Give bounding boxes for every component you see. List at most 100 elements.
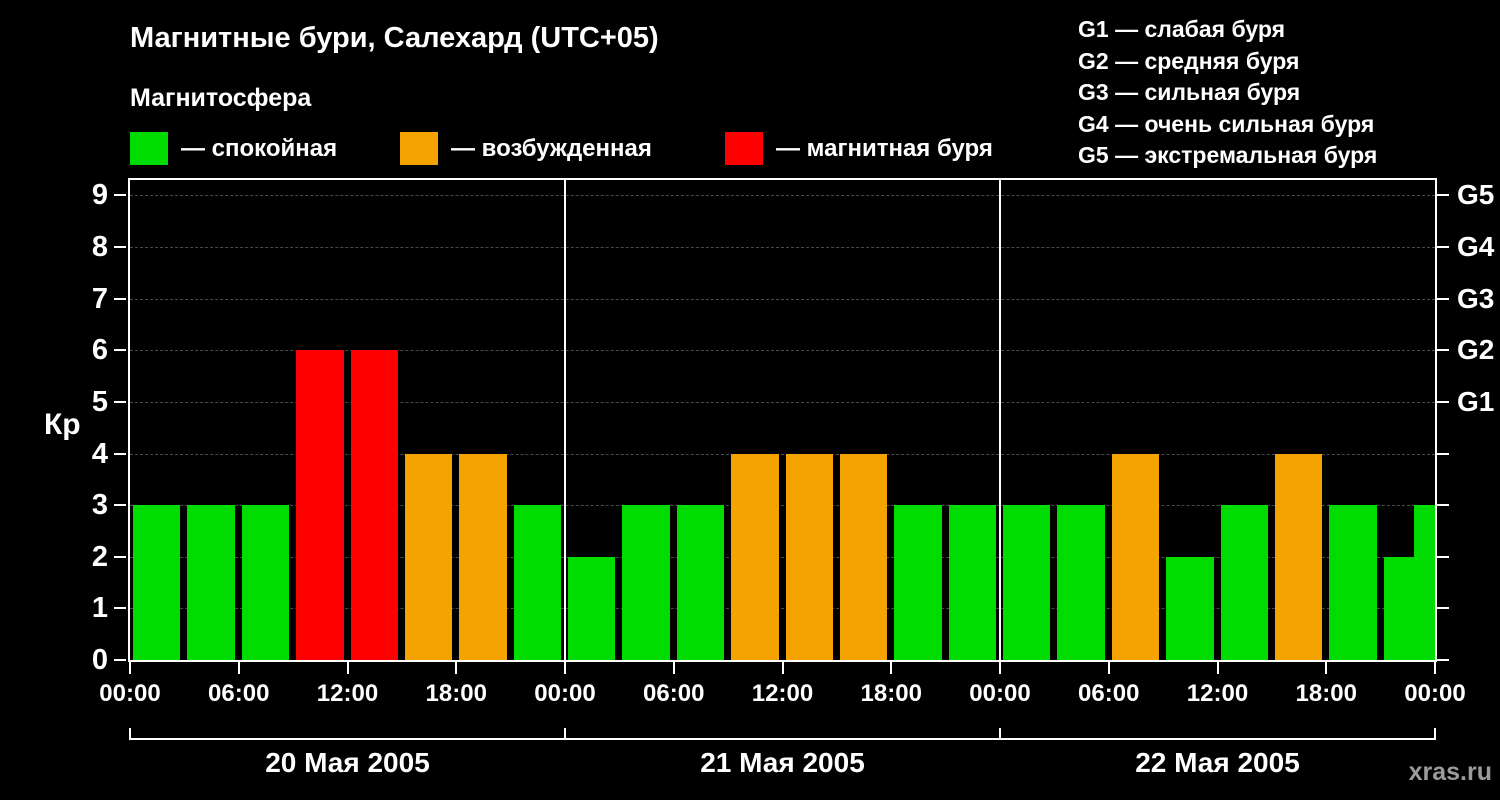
y-axis-tick bbox=[114, 659, 126, 661]
y-axis-label: 9 bbox=[91, 179, 108, 212]
date-axis-line bbox=[130, 738, 1435, 740]
kp-bar bbox=[350, 350, 398, 660]
y-axis-tick bbox=[114, 504, 126, 507]
legend-label-excited: — возбужденная bbox=[451, 134, 652, 162]
right-axis-tick bbox=[1437, 607, 1449, 610]
x-axis-label: 06:00 bbox=[643, 680, 705, 707]
storm-color-swatch bbox=[725, 132, 763, 165]
g4-legend-line: G4 — очень сильная буря bbox=[1078, 110, 1375, 137]
x-axis-label: 12:00 bbox=[1186, 680, 1249, 707]
kp-bar bbox=[133, 505, 181, 660]
x-axis-label: 00:00 bbox=[99, 680, 161, 707]
plot-area bbox=[130, 180, 1435, 660]
x-axis-tick bbox=[1216, 662, 1219, 674]
x-axis-label: 18:00 bbox=[425, 680, 487, 707]
kp-bar-partial bbox=[1414, 505, 1435, 660]
gridline bbox=[130, 195, 1435, 197]
right-axis-tick bbox=[1437, 349, 1449, 352]
right-axis-tick bbox=[1437, 504, 1449, 507]
x-axis-label: 06:00 bbox=[1078, 680, 1140, 707]
legend-label-quiet: — спокойная bbox=[181, 134, 338, 162]
x-axis-tick bbox=[1434, 662, 1436, 674]
y-axis-tick bbox=[114, 194, 126, 197]
legend-item-storm: — магнитная буря bbox=[725, 132, 993, 165]
kp-bar bbox=[622, 505, 670, 660]
g2-legend-line: G2 — средняя буря bbox=[1078, 47, 1300, 74]
kp-bar bbox=[459, 453, 507, 660]
kp-bar bbox=[1274, 453, 1323, 660]
kp-bar bbox=[839, 453, 888, 660]
right-axis-tick bbox=[1437, 659, 1449, 661]
magnetosphere-label: Магнитосфера bbox=[130, 84, 312, 112]
y-axis-label: 1 bbox=[91, 592, 108, 625]
kp-bar bbox=[731, 453, 779, 660]
y-axis-label: 6 bbox=[91, 334, 108, 367]
x-axis-tick bbox=[999, 662, 1001, 674]
y-axis-tick bbox=[114, 452, 126, 455]
x-axis-tick bbox=[672, 662, 675, 674]
g-level-label: G4 bbox=[1457, 231, 1495, 263]
kp-bar bbox=[1166, 556, 1214, 660]
y-axis-label: 2 bbox=[91, 540, 108, 573]
kp-bar bbox=[187, 505, 235, 660]
date-label: 20 Мая 2005 bbox=[265, 747, 430, 778]
kp-bar bbox=[404, 453, 453, 660]
y-axis-title: Кр bbox=[44, 408, 81, 441]
right-axis-tick bbox=[1437, 555, 1449, 558]
kp-bar bbox=[894, 505, 942, 660]
date-axis-tick bbox=[1434, 728, 1436, 740]
x-axis-tick bbox=[781, 662, 784, 674]
x-axis-label: 12:00 bbox=[316, 680, 379, 707]
x-axis-label: 06:00 bbox=[208, 680, 270, 707]
kp-bar bbox=[1329, 505, 1377, 660]
chart: 0 1 2 3 4 5 6 7 8 9 G5 G4 G3 G2 G1 00:00 06:00 12:00 18:00… bbox=[92, 179, 1495, 778]
legend-label-storm: — магнитная буря bbox=[776, 134, 993, 162]
page-title: Магнитные бури, Салехард (UTC+05) bbox=[130, 22, 659, 54]
y-axis-label: 3 bbox=[91, 489, 108, 522]
kp-bar bbox=[296, 350, 344, 660]
y-axis-tick bbox=[114, 607, 126, 610]
g-scale-legend: G1 — слабая буря G2 — средняя буря G3 — … bbox=[1078, 14, 1377, 172]
gridline bbox=[130, 608, 1435, 610]
day-separator bbox=[999, 180, 1001, 660]
right-axis-tick bbox=[1437, 400, 1449, 403]
x-axis-tick bbox=[455, 662, 458, 674]
gridline bbox=[130, 298, 1435, 300]
x-axis-label: 00:00 bbox=[1404, 680, 1466, 707]
x-axis-tick bbox=[564, 662, 566, 674]
kp-bar bbox=[1003, 505, 1051, 660]
right-axis-tick bbox=[1437, 194, 1449, 197]
kp-bar bbox=[785, 453, 833, 660]
x-axis-label: 18:00 bbox=[860, 680, 922, 707]
x-axis-label: 00:00 bbox=[534, 680, 596, 707]
right-axis-tick bbox=[1437, 246, 1449, 249]
date-label: 22 Мая 2005 bbox=[1135, 747, 1300, 778]
x-axis-tick bbox=[237, 662, 240, 674]
y-axis-tick bbox=[114, 349, 126, 352]
x-axis-tick bbox=[890, 662, 893, 674]
x-axis-tick bbox=[1107, 662, 1110, 674]
date-axis-tick bbox=[564, 728, 566, 740]
x-axis-tick bbox=[129, 662, 131, 674]
g-level-label: G2 bbox=[1457, 334, 1495, 366]
day-separator bbox=[564, 180, 566, 660]
date-label: 21 Мая 2005 bbox=[700, 747, 865, 778]
quiet-color-swatch bbox=[130, 132, 168, 165]
x-axis-label: 18:00 bbox=[1295, 680, 1357, 707]
kp-bar bbox=[241, 505, 290, 660]
x-axis-tick bbox=[1325, 662, 1328, 674]
right-axis-tick bbox=[1437, 452, 1449, 455]
g3-legend-line: G3 — сильная буря bbox=[1078, 79, 1301, 105]
gridline bbox=[130, 505, 1435, 507]
kp-bar bbox=[1220, 505, 1268, 660]
y-axis-tick bbox=[114, 246, 126, 249]
legend-item-excited: — возбужденная bbox=[400, 132, 652, 165]
g-level-label: G5 bbox=[1457, 179, 1495, 211]
y-axis-tick bbox=[114, 400, 126, 403]
x-axis-label: 12:00 bbox=[751, 680, 814, 707]
gridline bbox=[130, 556, 1435, 558]
g1-legend-line: G1 — слабая буря bbox=[1078, 16, 1286, 42]
g-level-label: G1 bbox=[1457, 385, 1495, 417]
kp-bar bbox=[676, 505, 725, 660]
g5-legend-line: G5 — экстремальная буря bbox=[1078, 142, 1378, 168]
